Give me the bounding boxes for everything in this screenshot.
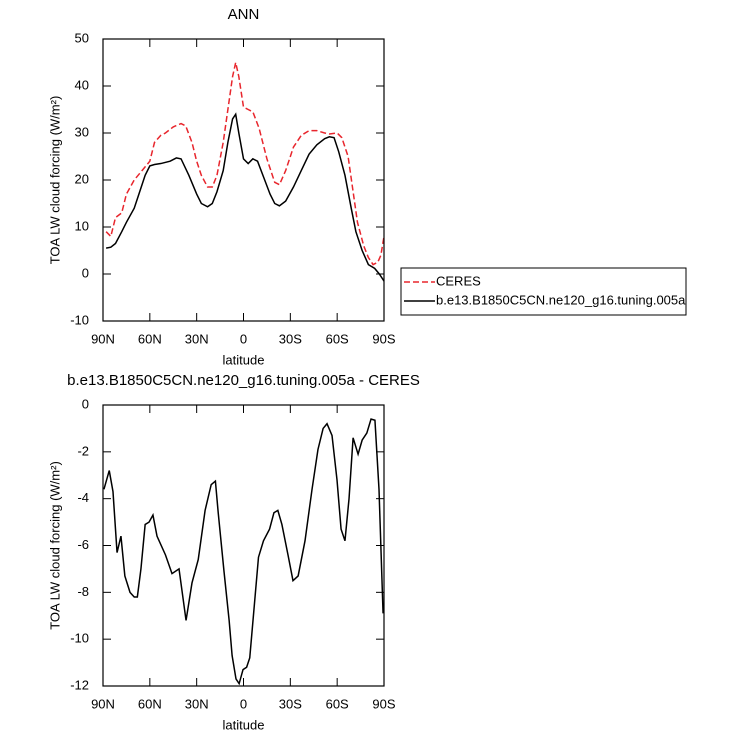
y-tick-label: -10 (70, 631, 89, 646)
x-tick-label: 0 (240, 696, 247, 711)
y-tick-label: 40 (75, 77, 89, 92)
x-tick-label: 90S (372, 696, 395, 711)
plot-frame (102, 38, 385, 322)
y-tick-label: 20 (75, 171, 89, 186)
x-tick-label: 30S (279, 696, 302, 711)
x-tick-label: 30N (185, 696, 209, 711)
data-line (105, 112, 385, 282)
data-line (105, 62, 385, 266)
x-tick-label: 90N (91, 331, 115, 346)
y-tick-label: -8 (77, 584, 89, 599)
y-tick-label: -10 (70, 312, 89, 327)
x-tick-label: 90S (372, 331, 395, 346)
x-axis-label: latitude (223, 717, 265, 732)
y-axis-label: TOA LW cloud forcing (W/m²) (47, 96, 62, 265)
x-tick-label: 60S (326, 331, 349, 346)
y-tick-label: -12 (70, 677, 89, 692)
x-tick-label: 60S (326, 696, 349, 711)
y-tick-label: 10 (75, 218, 89, 233)
x-tick-label: 30S (279, 331, 302, 346)
x-tick-label: 60N (138, 331, 162, 346)
y-tick-label: 0 (82, 265, 89, 280)
legend-label: CERES (436, 273, 481, 288)
data-line (103, 418, 384, 686)
y-tick-label: 50 (75, 30, 89, 45)
x-tick-label: 90N (91, 696, 115, 711)
y-tick-label: 30 (75, 124, 89, 139)
y-tick-label: -4 (77, 490, 89, 505)
chart-title: b.e13.B1850C5CN.ne120_g16.tuning.005a - … (67, 372, 420, 389)
x-axis-label: latitude (223, 352, 265, 367)
legend-box (400, 267, 687, 316)
y-tick-label: 0 (82, 396, 89, 411)
y-tick-label: -6 (77, 537, 89, 552)
legend-label: b.e13.B1850C5CN.ne120_g16.tuning.005a (436, 292, 686, 307)
x-tick-label: 30N (185, 331, 209, 346)
x-tick-label: 0 (240, 331, 247, 346)
x-tick-label: 60N (138, 696, 162, 711)
y-tick-label: -2 (77, 443, 89, 458)
y-axis-label: TOA LW cloud forcing (W/m²) (47, 461, 62, 630)
chart-title: ANN (228, 6, 260, 23)
plot-frame (102, 404, 385, 687)
